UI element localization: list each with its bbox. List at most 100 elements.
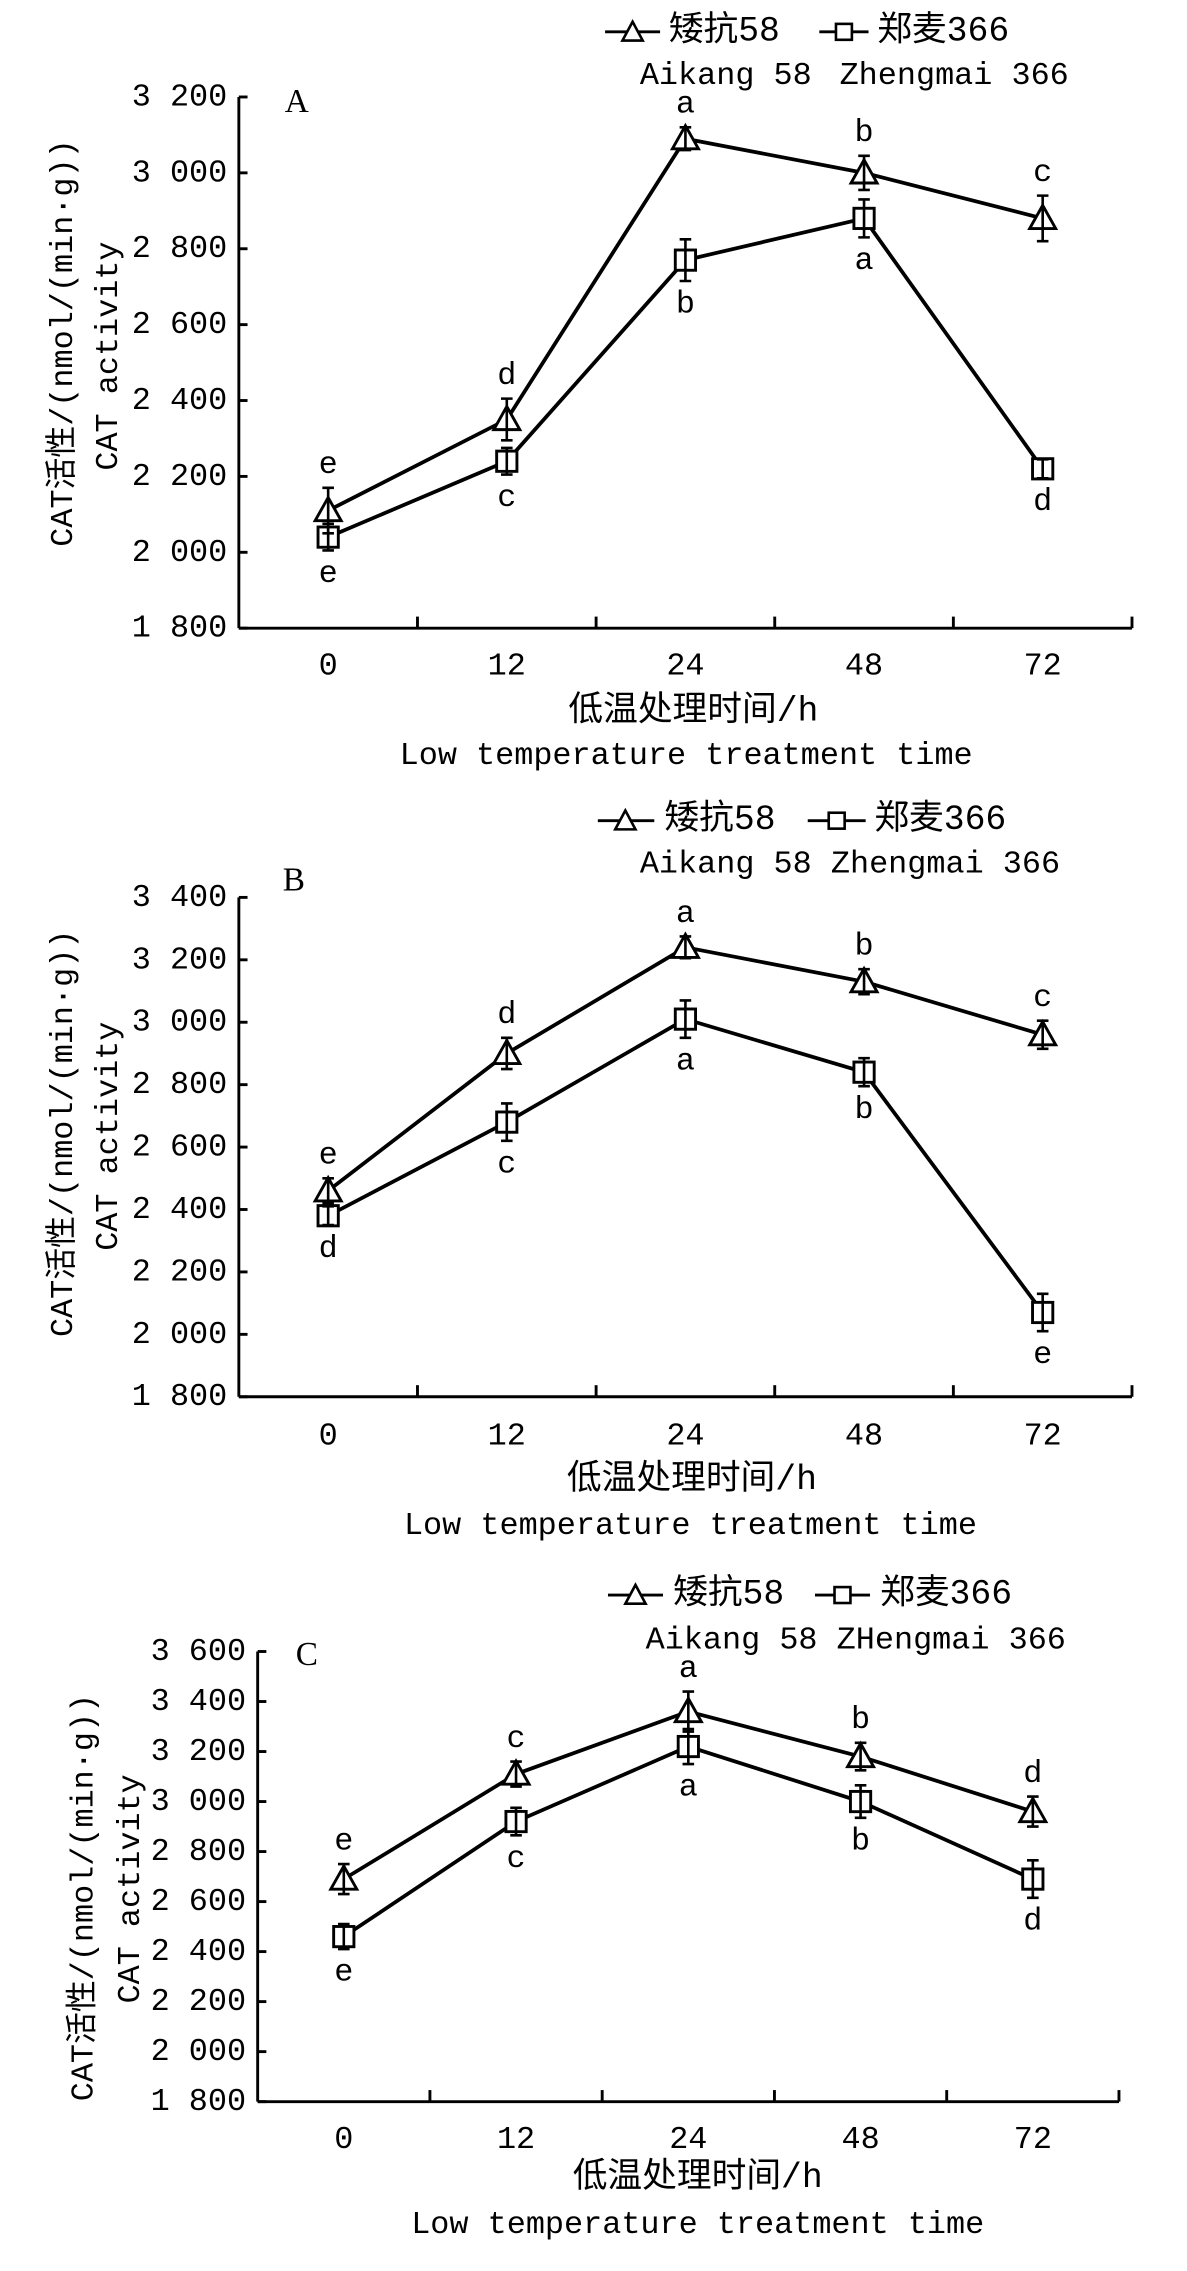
significance-label-aikang-58: c [1033, 154, 1052, 191]
error-bar-zhengmai-366 [1027, 1859, 1039, 1900]
y-tick-label: 2 400 [132, 382, 228, 419]
significance-label-zhengmai-366: d [1033, 483, 1052, 520]
y-tick-label: 2 000 [132, 1316, 228, 1353]
error-bar-aikang-58 [679, 126, 692, 152]
legend-marker-square [833, 1585, 852, 1605]
error-bar-aikang-58 [1027, 1795, 1039, 1828]
significance-label-zhengmai-366: e [319, 555, 338, 592]
x-tick-label: 24 [669, 2121, 707, 2158]
y-tick-label: 2 200 [151, 1983, 247, 2020]
y-tick-label: 3 400 [151, 1683, 247, 1720]
y-axis-label-en: CAT activity [112, 1774, 149, 2003]
panel-label: C [296, 1636, 318, 1673]
error-bar-aikang-58 [510, 1760, 522, 1788]
significance-label-aikang-58: c [507, 1720, 526, 1757]
error-bar-zhengmai-366 [854, 1784, 867, 1820]
y-tick-label: 2 400 [132, 1191, 228, 1228]
y-tick-label: 3 200 [132, 78, 228, 115]
error-bar-zhengmai-366 [679, 999, 692, 1040]
y-axis-label: CAT活性/(nmol/(min·g)) [64, 1694, 102, 2101]
panel-label: B [283, 862, 305, 899]
legend: 矮抗58 郑麦366 Aikang 58 ZHengmai 366 [607, 1573, 1066, 1658]
error-bar-aikang-58 [501, 1036, 513, 1071]
x-tick-label: 48 [845, 1417, 883, 1454]
y-tick-label: 2 800 [151, 1833, 247, 1870]
error-bar-aikang-58 [1036, 194, 1049, 243]
panel-label: A [285, 83, 309, 120]
significance-label-aikang-58: c [1033, 979, 1052, 1016]
x-axis-label-en: Low temperature treatment time [400, 737, 973, 774]
y-axis-label: CAT活性/(nmol/(min·g)) [44, 930, 82, 1337]
error-bar-zhengmai-366 [322, 1205, 334, 1227]
error-bar-aikang-58 [679, 935, 692, 960]
significance-label-zhengmai-366: d [319, 1230, 338, 1267]
series-line-aikang-58 [327, 136, 1044, 513]
legend-marker-square [834, 22, 854, 42]
error-bar-zhengmai-366 [338, 1922, 350, 1951]
legend-marker-triangle [623, 1582, 648, 1606]
x-tick-label: 12 [497, 2121, 535, 2158]
significance-label-zhengmai-366: b [851, 1822, 870, 1859]
error-bar-zhengmai-366 [858, 198, 870, 239]
x-axis-label: 低温处理时间/h [567, 1459, 817, 1500]
y-tick-label: 3 000 [132, 154, 228, 191]
y-tick-label: 3 600 [151, 1633, 247, 1670]
error-bar-zhengmai-366 [510, 1806, 522, 1837]
y-tick-label: 2 800 [132, 1066, 228, 1103]
plot-area: 1 800 2 000 2 200 2 400 2 600 2 800 3 000 3 200… [132, 78, 1134, 684]
x-tick-label: 72 [1024, 1417, 1062, 1454]
x-tick-label: 48 [841, 2121, 879, 2158]
significance-label-aikang-58: d [497, 357, 516, 394]
legend-marker-triangle [620, 18, 645, 42]
y-tick-label: 2 000 [151, 2033, 247, 2070]
x-tick-label: 24 [666, 647, 704, 684]
legend-label-en-zhengmai-366: Zhengmai 366 [840, 57, 1069, 94]
legend-label-aikang-58: 矮抗58 [669, 9, 780, 51]
y-tick-label: 2 600 [151, 1883, 247, 1920]
x-axis-label: 低温处理时间/h [573, 2157, 823, 2198]
significance-label-zhengmai-366: c [497, 1145, 516, 1182]
y-tick-label: 2 200 [132, 458, 228, 495]
significance-label-aikang-58: a [676, 86, 695, 123]
legend-marker-square [827, 811, 846, 830]
significance-label-aikang-58: b [854, 928, 873, 965]
legend-marker-triangle [613, 807, 638, 831]
error-bar-aikang-58 [501, 397, 513, 442]
y-tick-label: 3 400 [132, 879, 228, 916]
significance-label-zhengmai-366: a [854, 242, 873, 279]
y-tick-label: 3 000 [151, 1783, 247, 1820]
panel-a: A 矮抗58 郑麦366 Aikang 58 Zhengmai 366 CAT活… [44, 9, 1134, 774]
legend-label-en-aikang-58: Aikang 58 [646, 1621, 818, 1658]
legend-label-aikang-58: 矮抗58 [673, 1573, 784, 1615]
significance-label-zhengmai-366: b [676, 286, 695, 323]
y-tick-label: 3 000 [132, 1004, 228, 1041]
significance-label-zhengmai-366: e [1033, 1336, 1052, 1373]
significance-label-zhengmai-366: a [679, 1769, 698, 1806]
y-axis-label-en: CAT activity [90, 241, 127, 470]
x-tick-label: 48 [845, 647, 883, 684]
error-bar-zhengmai-366 [1036, 458, 1049, 480]
y-tick-label: 1 800 [151, 2083, 247, 2120]
significance-label-zhengmai-366: e [334, 1954, 353, 1991]
error-bar-zhengmai-366 [322, 522, 334, 552]
error-bar-zhengmai-366 [682, 1727, 695, 1766]
error-bar-aikang-58 [338, 1862, 350, 1896]
y-tick-label: 3 200 [151, 1733, 247, 1770]
significance-label-zhengmai-366: a [676, 1043, 695, 1080]
significance-label-aikang-58: b [854, 114, 873, 151]
error-bar-aikang-58 [322, 1176, 334, 1205]
x-tick-label: 0 [334, 2121, 353, 2158]
error-bar-zhengmai-366 [679, 237, 692, 283]
error-bar-zhengmai-366 [501, 446, 513, 476]
legend-label-aikang-58: 矮抗58 [664, 798, 775, 840]
x-axis-label-en: Low temperature treatment time [404, 1507, 977, 1544]
legend-label-zhengmai-366: 郑麦366 [880, 1573, 1012, 1615]
significance-label-aikang-58: b [851, 1701, 870, 1738]
y-tick-label: 2 400 [151, 1933, 247, 1970]
legend: 矮抗58 郑麦366 Aikang 58 Zhengmai 366 [605, 9, 1069, 94]
legend-label-zhengmai-366: 郑麦366 [877, 9, 1009, 51]
significance-label-aikang-58: a [679, 1650, 698, 1687]
panel-c: C 矮抗58 郑麦366 Aikang 58 ZHengmai 366 CAT活… [64, 1573, 1121, 2243]
error-bar-aikang-58 [858, 154, 870, 192]
